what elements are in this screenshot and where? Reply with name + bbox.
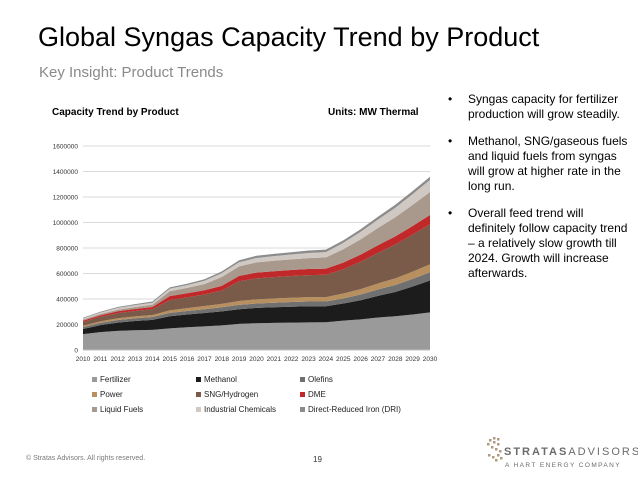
x-tick-label: 2018 [215, 356, 230, 363]
legend-label: Industrial Chemicals [204, 405, 276, 414]
series-area-sng-hydrogen [83, 224, 430, 326]
y-tick-label: 400000 [56, 297, 78, 304]
y-tick-label: 200000 [56, 322, 78, 329]
series-area-olefins [83, 272, 430, 329]
x-tick-label: 2023 [301, 356, 316, 363]
legend-label: Liquid Fuels [100, 405, 143, 414]
bullet-dot-icon: • [448, 206, 453, 220]
y-tick-label: 0 [74, 348, 78, 355]
legend-swatch [196, 407, 201, 412]
legend-label: Direct-Reduced Iron (DRI) [308, 405, 401, 414]
legend-label: Methanol [204, 375, 237, 384]
chart-legend: Fertilizer Methanol Olefins Power SNG/Hydrog… [92, 375, 401, 414]
x-tick-label: 2030 [423, 356, 438, 363]
y-tick-label: 800000 [56, 246, 78, 253]
series-area-methanol [83, 280, 430, 335]
series-area-fertilizer [83, 312, 430, 350]
y-tick-label: 1600000 [53, 144, 79, 151]
y-tick-label: 600000 [56, 271, 78, 278]
x-tick-label: 2015 [163, 356, 178, 363]
x-tick-label: 2017 [197, 356, 212, 363]
legend-swatch [92, 377, 97, 382]
stratas-logo-icon [487, 437, 503, 462]
x-tick-label: 2020 [249, 356, 264, 363]
x-tick-label: 2029 [405, 356, 420, 363]
legend-label: Olefins [308, 375, 333, 384]
x-tick-label: 2010 [76, 356, 91, 363]
legend-swatch [196, 392, 201, 397]
logo-wordmark: STRATASADVISORS [504, 446, 638, 458]
legend-swatch [300, 392, 305, 397]
series-area-power [83, 264, 430, 328]
x-tick-label: 2026 [353, 356, 368, 363]
bullet-dot-icon: • [448, 134, 453, 148]
x-tick-label: 2012 [110, 356, 125, 363]
legend-label: Fertilizer [100, 375, 131, 384]
x-tick-label: 2013 [128, 356, 143, 363]
bullet-text: Syngas capacity for fertilizer productio… [468, 92, 620, 121]
y-tick-label: 1200000 [53, 195, 79, 202]
x-tick-label: 2016 [180, 356, 195, 363]
chart-units-label: Units: MW Thermal [328, 107, 419, 118]
chart-title: Capacity Trend by Product [52, 107, 179, 118]
legend-swatch [300, 407, 305, 412]
legend-swatch [92, 392, 97, 397]
series-area-dme [83, 214, 430, 322]
x-tick-label: 2011 [93, 356, 107, 363]
x-tick-label: 2028 [388, 356, 403, 363]
legend-label: SNG/Hydrogen [204, 390, 258, 399]
bullet-item: • Overall feed trend will definitely foll… [446, 206, 632, 281]
legend-label: Power [100, 390, 123, 399]
x-tick-label: 2024 [319, 356, 334, 363]
y-tick-label: 1400000 [53, 169, 79, 176]
x-tick-label: 2022 [284, 356, 299, 363]
page-number: 19 [313, 455, 322, 464]
x-tick-label: 2027 [371, 356, 386, 363]
copyright-footer: © Stratas Advisors. All rights reserved. [26, 455, 146, 462]
bullet-item: • Methanol, SNG/gaseous fuels and liquid … [446, 134, 632, 194]
legend-label: DME [308, 390, 326, 399]
y-tick-label: 1000000 [53, 220, 79, 227]
legend-swatch [196, 377, 201, 382]
legend-swatch [300, 377, 305, 382]
x-tick-label: 2025 [336, 356, 351, 363]
bullet-dot-icon: • [448, 92, 453, 106]
slide-title: Global Syngas Capacity Trend by Product [38, 22, 540, 52]
chart-plot-area: 0 200000 400000 600000 800000 1000000 1200000 1… [53, 144, 438, 364]
x-tick-label: 2019 [232, 356, 247, 363]
x-tick-label: 2021 [267, 356, 282, 363]
insight-bullet-list: • Syngas capacity for fertilizer producti… [446, 92, 632, 293]
legend-swatch [92, 407, 97, 412]
bullet-text: Overall feed trend will definitely follo… [468, 206, 628, 280]
slide-subtitle: Key Insight: Product Trends [39, 64, 224, 81]
bullet-text: Methanol, SNG/gaseous fuels and liquid f… [468, 134, 628, 193]
logo-tagline: A HART ENERGY COMPANY [505, 462, 621, 469]
x-tick-label: 2014 [145, 356, 160, 363]
bullet-item: • Syngas capacity for fertilizer producti… [446, 92, 632, 122]
